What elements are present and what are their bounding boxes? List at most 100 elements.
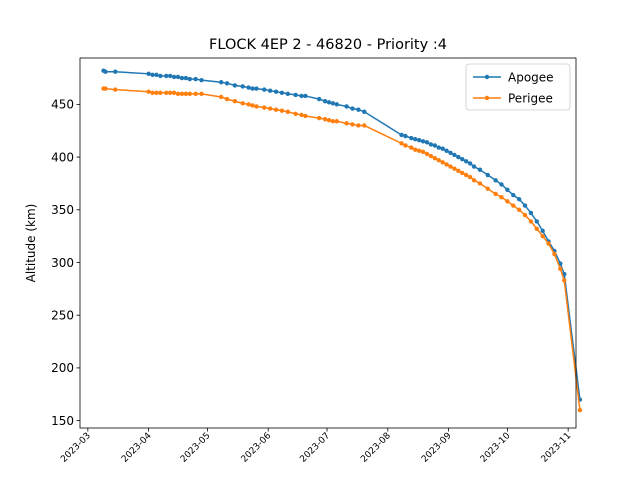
data-point: [299, 112, 304, 118]
data-point: [167, 73, 173, 79]
data-point: [460, 157, 465, 162]
data-point: [399, 132, 404, 138]
data-point: [273, 107, 279, 112]
data-point: [528, 210, 534, 216]
data-point: [293, 92, 298, 98]
data-point: [516, 197, 522, 202]
y-tick-label: 300: [51, 256, 74, 270]
data-point: [254, 86, 259, 91]
data-point: [471, 164, 477, 169]
data-point: [199, 77, 204, 83]
data-point: [350, 106, 355, 111]
data-point: [187, 91, 192, 97]
data-point: [146, 89, 151, 94]
data-point: [154, 90, 159, 95]
data-point: [413, 136, 418, 142]
chart-title: FLOCK 4EP 2 - 46820 - Priority :4: [209, 37, 447, 53]
y-tick-label: 150: [51, 414, 74, 428]
data-point: [552, 251, 557, 257]
data-point: [540, 233, 545, 239]
data-point: [218, 94, 224, 100]
data-point: [326, 117, 332, 123]
data-point: [146, 71, 151, 77]
data-point: [485, 186, 490, 191]
data-point: [303, 93, 308, 99]
data-point: [499, 194, 504, 200]
legend-label: Perigee: [508, 91, 553, 105]
data-point: [562, 278, 567, 283]
data-point: [187, 76, 192, 82]
data-point: [246, 102, 251, 107]
data-point: [175, 74, 181, 80]
data-point: [440, 160, 445, 165]
data-point: [403, 143, 408, 148]
data-point: [167, 90, 173, 95]
data-point: [224, 96, 230, 102]
data-point: [493, 178, 498, 183]
series-layer: [101, 68, 583, 413]
data-point: [416, 138, 422, 143]
series-perigee: [101, 86, 583, 413]
data-point: [403, 133, 408, 139]
data-point: [158, 90, 163, 95]
data-point: [493, 191, 498, 197]
data-point: [299, 93, 304, 99]
data-point: [232, 99, 238, 104]
legend-item-apogee: Apogee: [473, 70, 554, 84]
data-point: [464, 159, 469, 164]
data-point: [254, 104, 259, 109]
data-point: [511, 203, 516, 208]
data-point: [436, 145, 441, 150]
data-point: [420, 149, 426, 155]
data-point: [540, 228, 545, 234]
data-point: [522, 212, 528, 218]
data-point: [477, 167, 483, 172]
data-point: [546, 241, 551, 246]
axes-frame: [79, 57, 577, 429]
y-tick-label: 200: [51, 361, 74, 375]
data-point: [240, 84, 245, 89]
legend-marker: [484, 95, 490, 101]
data-point: [262, 87, 267, 92]
data-point: [420, 139, 426, 144]
data-point: [448, 164, 453, 169]
data-point: [293, 111, 298, 117]
data-point: [467, 161, 473, 166]
data-point: [273, 89, 279, 94]
data-point: [505, 199, 510, 204]
data-point: [444, 148, 449, 153]
data-point: [432, 155, 438, 161]
data-point: [179, 91, 185, 97]
data-point: [285, 91, 291, 97]
data-point: [334, 102, 340, 107]
data-point: [330, 119, 336, 124]
data-point: [171, 74, 177, 80]
data-point: [534, 219, 539, 224]
data-point: [505, 187, 510, 192]
data-point: [330, 101, 336, 106]
data-point: [267, 88, 273, 93]
data-point: [440, 146, 445, 151]
data-point: [413, 147, 418, 152]
data-point: [164, 73, 169, 79]
data-point: [456, 154, 461, 160]
y-tick-label: 350: [51, 203, 74, 217]
data-point: [444, 162, 449, 167]
data-point: [356, 107, 361, 112]
data-point: [250, 103, 255, 108]
data-point: [399, 141, 404, 146]
data-point: [528, 219, 534, 224]
data-point: [350, 122, 355, 127]
data-point: [103, 69, 108, 74]
data-point: [164, 90, 169, 95]
data-point: [179, 75, 185, 81]
data-point: [322, 116, 328, 122]
data-point: [356, 123, 361, 128]
data-point: [456, 168, 461, 173]
data-point: [334, 119, 340, 124]
legend: Apogee Perigee: [465, 63, 571, 111]
data-point: [477, 181, 483, 186]
y-tick-label: 400: [51, 150, 74, 164]
data-point: [424, 151, 430, 157]
